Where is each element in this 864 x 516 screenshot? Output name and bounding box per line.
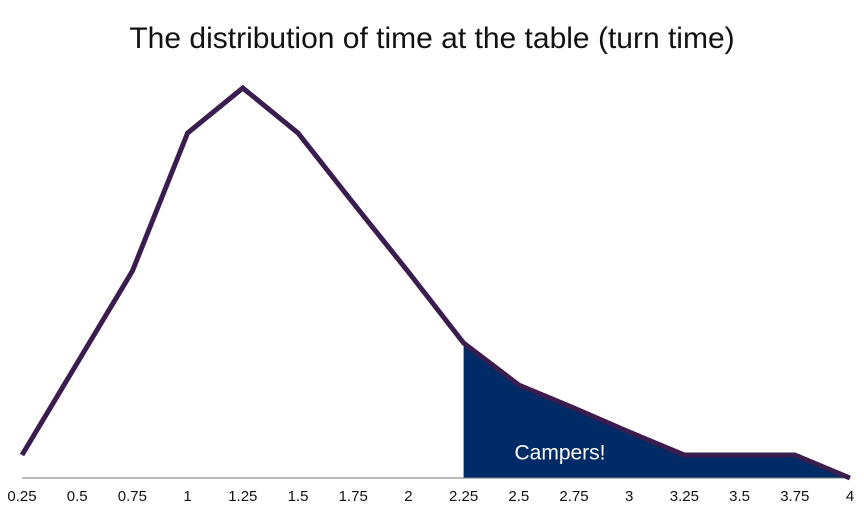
x-tick-label: 2.5	[508, 488, 529, 505]
x-tick-label: 2.75	[559, 488, 588, 505]
x-tick-label: 0.5	[67, 488, 88, 505]
x-tick-label: 1.25	[228, 488, 257, 505]
x-tick-label: 3	[625, 488, 633, 505]
x-tick-label: 3.5	[729, 488, 750, 505]
x-tick-label: 3.25	[670, 488, 699, 505]
x-tick-label: 3.75	[780, 488, 809, 505]
x-tick-label: 1.5	[288, 488, 309, 505]
x-tick-label: 4	[846, 488, 854, 505]
x-tick-label: 0.75	[118, 488, 147, 505]
x-tick-label: 1.75	[339, 488, 368, 505]
annotation: Campers!	[514, 442, 605, 465]
x-tick-label: 1	[183, 488, 191, 505]
x-tick-label: 2	[404, 488, 412, 505]
x-tick-label: 0.25	[7, 488, 36, 505]
x-tick-label: 2.25	[449, 488, 478, 505]
shaded-area	[463, 343, 850, 478]
line	[19, 84, 851, 481]
chart-title: The distribution of time at the table (t…	[129, 22, 734, 55]
